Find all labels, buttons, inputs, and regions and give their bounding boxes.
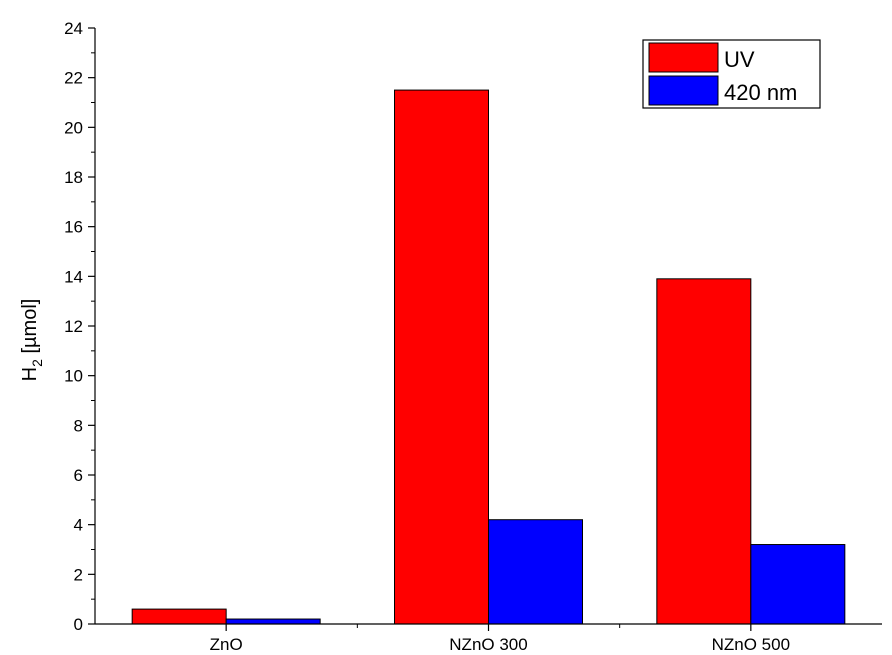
y-tick-label: 18 bbox=[64, 168, 83, 187]
y-tick-label: 2 bbox=[74, 565, 83, 584]
bar bbox=[394, 89, 489, 625]
y-axis-title: H2 [µmol] bbox=[19, 299, 45, 382]
bar bbox=[488, 519, 583, 625]
bar bbox=[656, 278, 752, 625]
x-tick-label: NZnO 300 bbox=[449, 635, 527, 654]
y-axis-title-unit: [µmol] bbox=[19, 299, 41, 359]
y-tick-label: 16 bbox=[64, 218, 83, 237]
y-tick-label: 12 bbox=[64, 317, 83, 336]
y-tick-label: 20 bbox=[64, 118, 83, 137]
y-axis-title-sub: 2 bbox=[29, 359, 45, 367]
bar bbox=[131, 608, 227, 625]
y-tick-label: 24 bbox=[64, 19, 83, 38]
y-tick-label: 22 bbox=[64, 69, 83, 88]
x-tick-label: NZnO 500 bbox=[712, 635, 790, 654]
legend-swatch bbox=[648, 42, 719, 73]
y-tick-label: 4 bbox=[74, 516, 83, 535]
x-ticks-layer: ZnO NZnO 300 NZnO 500 bbox=[210, 624, 790, 654]
bars-layer bbox=[131, 89, 846, 625]
legend: UV 420 nm bbox=[642, 39, 821, 109]
y-tick-label: 14 bbox=[64, 267, 83, 286]
y-tick-label: 10 bbox=[64, 367, 83, 386]
bar bbox=[750, 544, 846, 625]
y-axis-title-main: H bbox=[19, 367, 41, 381]
y-tick-label: 0 bbox=[74, 615, 83, 634]
legend-label: 420 nm bbox=[724, 80, 797, 105]
legend-swatch bbox=[648, 75, 719, 106]
y-tick-label: 8 bbox=[74, 416, 83, 435]
y-tick-label: 6 bbox=[74, 466, 83, 485]
legend-label: UV bbox=[724, 47, 755, 72]
x-tick-label: ZnO bbox=[210, 635, 243, 654]
bar bbox=[225, 618, 321, 625]
